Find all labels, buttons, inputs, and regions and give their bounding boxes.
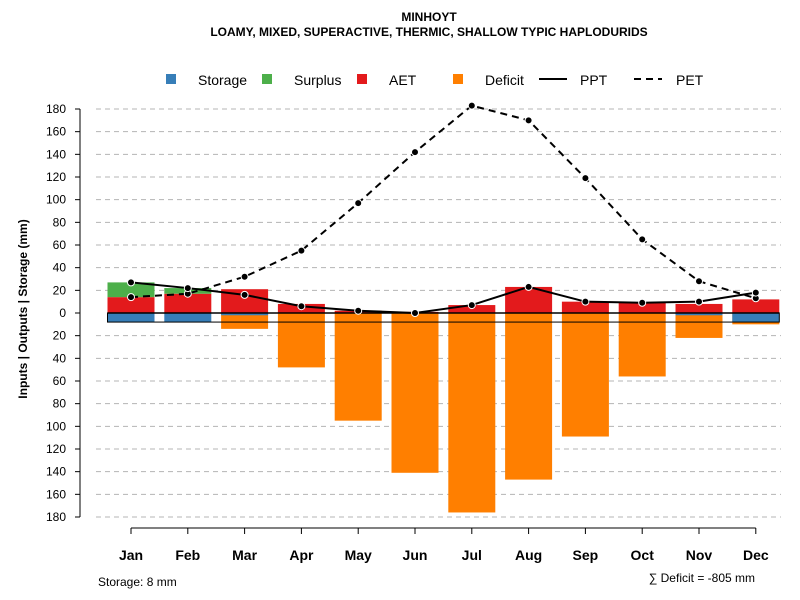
point-ppt bbox=[183, 284, 192, 293]
point-pet bbox=[581, 174, 590, 183]
x-tick-label: Dec bbox=[743, 547, 769, 563]
x-tick-label: Mar bbox=[232, 547, 257, 563]
point-ppt bbox=[524, 282, 533, 291]
bar-deficit bbox=[221, 313, 269, 329]
x-tick-label: Jun bbox=[403, 547, 428, 563]
bar-deficit bbox=[618, 313, 666, 377]
point-ppt bbox=[638, 298, 647, 307]
bar-deficit bbox=[505, 313, 553, 480]
legend-label-surplus: Surplus bbox=[294, 72, 341, 88]
bar-surplus bbox=[107, 282, 155, 298]
x-tick-label: Aug bbox=[515, 547, 542, 563]
x-tick-label: Apr bbox=[289, 547, 314, 563]
y-tick-label: 80 bbox=[53, 215, 67, 229]
series-line-pet bbox=[130, 104, 757, 300]
point-ppt bbox=[751, 288, 760, 297]
y-tick-label: 20 bbox=[53, 329, 67, 343]
series-line-ppt bbox=[130, 281, 756, 315]
y-tick-label: 160 bbox=[46, 487, 66, 501]
chart-title: MINHOYT bbox=[401, 10, 457, 24]
point-pet bbox=[638, 235, 647, 244]
y-tick-label: 120 bbox=[46, 170, 66, 184]
point-ppt bbox=[127, 278, 135, 287]
bar-storage bbox=[164, 313, 212, 323]
y-tick-label: 160 bbox=[46, 125, 66, 139]
y-tick-label: 180 bbox=[46, 510, 66, 524]
legend-label-pet: PET bbox=[676, 72, 704, 88]
point-pet bbox=[354, 199, 363, 208]
bar-storage bbox=[732, 313, 780, 323]
bar-aet bbox=[221, 289, 269, 313]
y-tick-label: 180 bbox=[46, 102, 66, 116]
legend-label-aet: AET bbox=[389, 72, 417, 88]
y-tick-label: 40 bbox=[53, 261, 67, 275]
bar-deficit bbox=[334, 313, 382, 421]
y-tick-label: 100 bbox=[46, 419, 66, 433]
legend: Storage Surplus AET Deficit PPT PET bbox=[166, 72, 704, 88]
point-ppt bbox=[240, 290, 249, 299]
axes: 180 160 140 120 100 80 60 40 20 0 20 40 60 80 100 120 14… bbox=[46, 102, 769, 563]
point-ppt bbox=[581, 297, 590, 306]
bar-deficit bbox=[561, 313, 609, 437]
point-pet bbox=[240, 272, 249, 281]
point-pet bbox=[467, 101, 476, 110]
y-tick-label: 140 bbox=[46, 465, 66, 479]
point-ppt bbox=[297, 302, 306, 311]
bar-aet bbox=[618, 302, 666, 313]
y-tick-label: 80 bbox=[53, 397, 67, 411]
bar-deficit bbox=[277, 313, 325, 368]
chart-subtitle: LOAMY, MIXED, SUPERACTIVE, THERMIC, SHAL… bbox=[210, 25, 647, 39]
point-pet bbox=[297, 246, 306, 255]
legend-swatch-aet bbox=[357, 74, 367, 84]
bar-storage bbox=[675, 313, 723, 316]
x-tick-label: Jul bbox=[462, 547, 482, 563]
point-pet bbox=[695, 277, 703, 286]
bar-deficit bbox=[391, 313, 439, 473]
bar-aet bbox=[561, 301, 609, 313]
bar-aet bbox=[164, 293, 212, 313]
storage-note: Storage: 8 mm bbox=[98, 575, 177, 589]
point-ppt bbox=[695, 297, 703, 306]
y-tick-label: 40 bbox=[53, 351, 67, 365]
point-ppt bbox=[411, 309, 419, 317]
y-tick-label: 60 bbox=[53, 374, 67, 388]
point-pet bbox=[411, 148, 419, 157]
point-pet bbox=[524, 116, 533, 125]
x-tick-label: Feb bbox=[175, 547, 200, 563]
x-tick-label: May bbox=[345, 547, 372, 563]
y-tick-label: 20 bbox=[53, 283, 67, 297]
y-tick-label: 120 bbox=[46, 442, 66, 456]
legend-swatch-surplus bbox=[262, 74, 272, 84]
bar-storage bbox=[107, 313, 155, 323]
point-ppt bbox=[467, 301, 476, 310]
y-tick-label: 60 bbox=[53, 238, 67, 252]
bar-aet bbox=[675, 303, 723, 313]
bar-storage bbox=[221, 313, 269, 316]
bar-deficit bbox=[448, 313, 496, 513]
x-tick-label: Sep bbox=[573, 547, 599, 563]
x-tick-label: Oct bbox=[631, 547, 655, 563]
bar-aet bbox=[107, 297, 155, 313]
legend-label-storage: Storage bbox=[198, 72, 247, 88]
x-tick-label: Jan bbox=[119, 547, 143, 563]
legend-swatch-storage bbox=[166, 74, 176, 84]
point-ppt bbox=[354, 306, 363, 315]
y-tick-label: 140 bbox=[46, 147, 66, 161]
y-tick-label: 100 bbox=[46, 193, 66, 207]
bar-deficit bbox=[675, 313, 723, 338]
y-tick-label: 0 bbox=[59, 306, 66, 320]
x-tick-label: Nov bbox=[686, 547, 713, 563]
bars bbox=[107, 282, 780, 513]
bar-aet bbox=[732, 299, 780, 313]
legend-swatch-deficit bbox=[453, 74, 463, 84]
series-lines bbox=[127, 101, 760, 317]
legend-label-ppt: PPT bbox=[580, 72, 608, 88]
legend-label-deficit: Deficit bbox=[485, 72, 524, 88]
y-axis-label: Inputs | Outputs | Storage (mm) bbox=[16, 219, 30, 398]
point-pet bbox=[127, 293, 135, 302]
deficit-total: ∑ Deficit = -805 mm bbox=[649, 571, 755, 585]
